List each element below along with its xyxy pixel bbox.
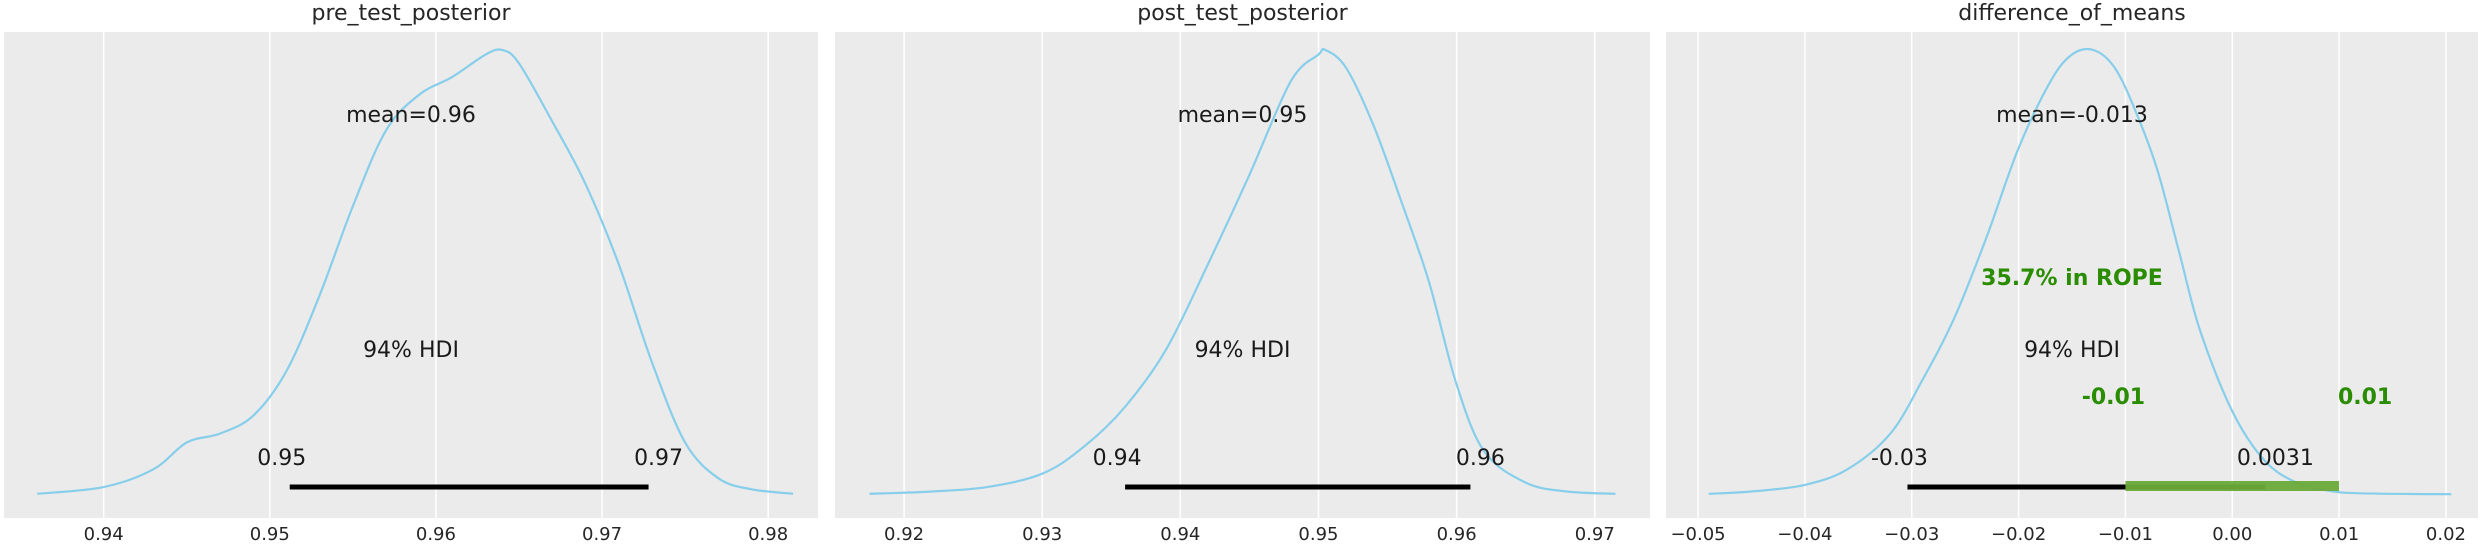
x-tick-label: 0.02 bbox=[2426, 524, 2466, 545]
mean-label: mean=-0.013 bbox=[1996, 103, 2148, 128]
hdi-low-label: 0.94 bbox=[1093, 446, 1142, 471]
panel-title: difference_of_means bbox=[1958, 1, 2186, 26]
hdi-low-label: -0.03 bbox=[1871, 446, 1928, 471]
hdi-label: 94% HDI bbox=[1195, 338, 1291, 363]
panel-pre-test-posterior: pre_test_posterior mean=0.96 94% HDI 0.9… bbox=[4, 1, 818, 545]
hdi-label: 94% HDI bbox=[363, 338, 459, 363]
x-tick-label: −0.04 bbox=[1777, 524, 1832, 545]
x-tick-label: 0.95 bbox=[250, 524, 290, 545]
x-tick-label: 0.00 bbox=[2212, 524, 2252, 545]
plot-area bbox=[835, 32, 1650, 518]
rope-percent-label: 35.7% in ROPE bbox=[1981, 266, 2163, 291]
hdi-label: 94% HDI bbox=[2024, 338, 2120, 363]
x-tick-label: 0.96 bbox=[1437, 524, 1477, 545]
x-tick-label: 0.94 bbox=[84, 524, 124, 545]
x-tick-label: 0.93 bbox=[1022, 524, 1062, 545]
hdi-high-label: 0.96 bbox=[1456, 446, 1505, 471]
panel-post-test-posterior: post_test_posterior mean=0.95 94% HDI 0.… bbox=[835, 1, 1650, 545]
rope-high-label: 0.01 bbox=[2338, 385, 2392, 410]
hdi-high-label: 0.0031 bbox=[2237, 446, 2314, 471]
panel-difference-of-means: difference_of_means mean=-0.013 35.7% in… bbox=[1666, 1, 2478, 545]
x-tick-label: −0.02 bbox=[1991, 524, 2046, 545]
x-tick-label: 0.92 bbox=[884, 524, 924, 545]
x-tick-label: 0.96 bbox=[416, 524, 456, 545]
kde-curve bbox=[869, 47, 1616, 495]
x-tick-label: 0.95 bbox=[1298, 524, 1338, 545]
x-tick-label: 0.97 bbox=[1575, 524, 1615, 545]
x-tick-label: −0.03 bbox=[1884, 524, 1939, 545]
plot-area bbox=[1666, 32, 2478, 518]
mean-label: mean=0.95 bbox=[1178, 103, 1308, 128]
x-tick-label: 0.01 bbox=[2319, 524, 2359, 545]
panel-title: pre_test_posterior bbox=[311, 1, 511, 26]
mean-label: mean=0.96 bbox=[346, 103, 476, 128]
panel-title: post_test_posterior bbox=[1137, 1, 1348, 26]
kde-curve bbox=[37, 48, 794, 495]
x-tick-label: −0.01 bbox=[2098, 524, 2153, 545]
x-tick-label: 0.94 bbox=[1160, 524, 1200, 545]
hdi-high-label: 0.97 bbox=[634, 446, 683, 471]
x-tick-label: 0.98 bbox=[748, 524, 788, 545]
hdi-low-label: 0.95 bbox=[257, 446, 306, 471]
x-tick-label: −0.05 bbox=[1670, 524, 1725, 545]
rope-low-label: -0.01 bbox=[2082, 385, 2145, 410]
kde-curve bbox=[1708, 47, 2452, 496]
x-tick-label: 0.97 bbox=[582, 524, 622, 545]
